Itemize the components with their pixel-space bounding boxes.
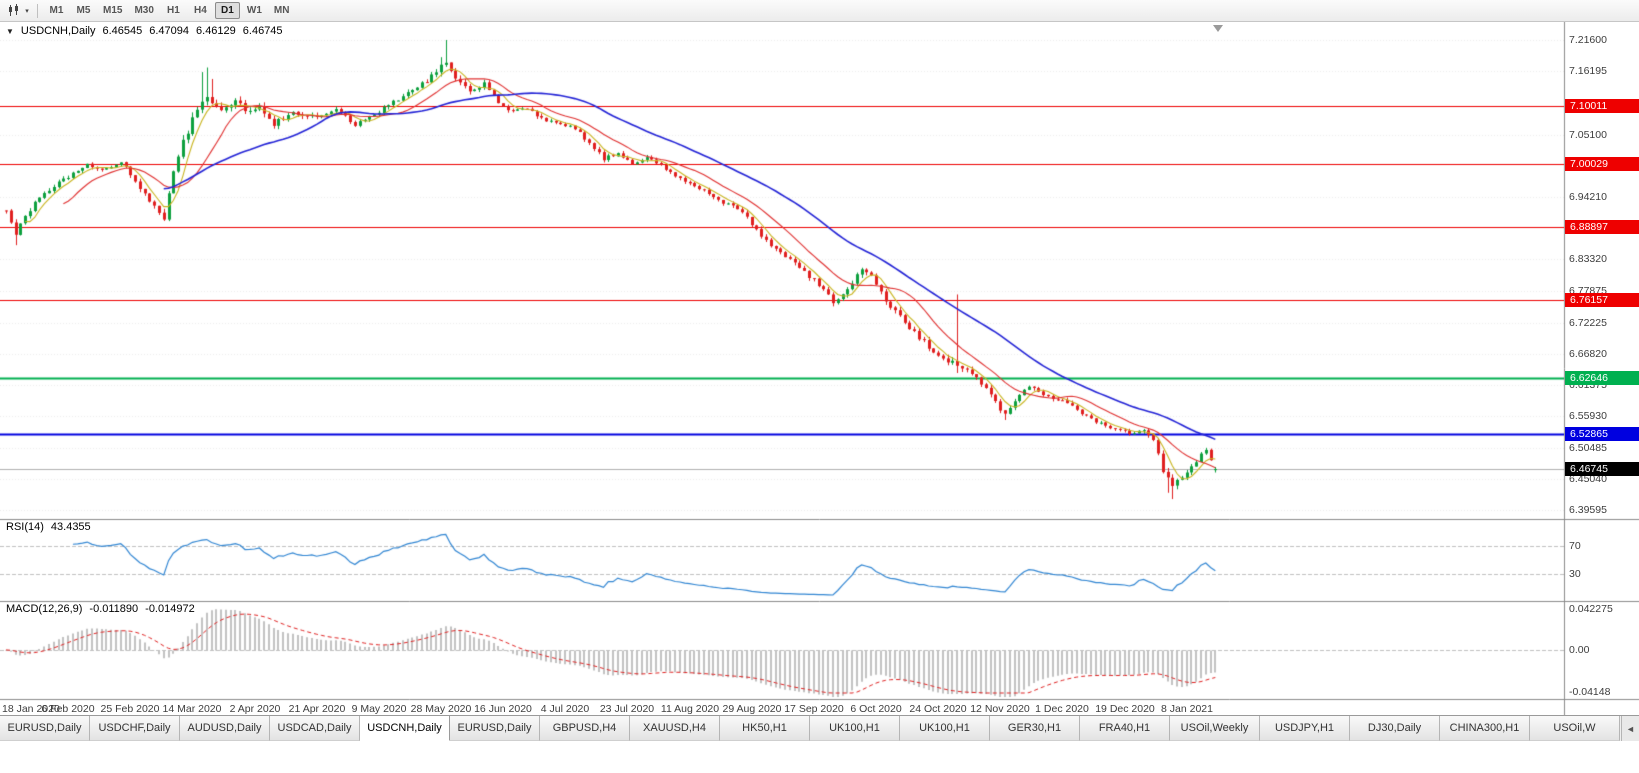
chart-tabs: EURUSD,Daily USDCHF,Daily AUDUSD,Daily USDC…	[0, 716, 1620, 741]
date-axis-label: 24 Oct 2020	[909, 703, 967, 715]
chart-tab-usdcnh-daily[interactable]: USDCNH,Daily	[360, 716, 450, 741]
one-click-trading-arrow-icon[interactable]: ▼	[6, 26, 14, 36]
rsi-title: RSI(14)	[6, 521, 44, 533]
rsi-indicator-label: RSI(14) 43.4355	[6, 521, 91, 533]
macd-indicator-label: MACD(12,26,9) -0.011890 -0.014972	[6, 603, 195, 615]
macd-scale-label: 0.00	[1569, 644, 1590, 656]
date-axis-label: 12 Nov 2020	[970, 703, 1030, 715]
date-axis-label: 25 Feb 2020	[100, 703, 160, 715]
tab-scroll-left-icon[interactable]: ◄	[1621, 716, 1639, 741]
date-axis-label: 11 Aug 2020	[660, 703, 720, 715]
chart-tab-eurusd-daily[interactable]: EURUSD,Daily	[450, 716, 540, 741]
date-axis-label: 8 Jan 2021	[1161, 703, 1213, 715]
price-scale-label: 6.94210	[1569, 191, 1607, 203]
macd-main-value: -0.011890	[89, 603, 139, 615]
timeframe-button-h4[interactable]: H4	[194, 5, 207, 16]
price-scale-label: 6.39595	[1569, 504, 1607, 516]
price-chart-canvas[interactable]	[0, 22, 1639, 715]
timeframe-button-d1[interactable]: D1	[214, 2, 240, 19]
chart-title-ohlc: ▼ USDCNH,Daily 6.46545 6.47094 6.46129 6…	[6, 25, 283, 37]
timeframe-button-m1[interactable]: M1	[49, 5, 64, 16]
date-axis-label: 14 Mar 2020	[162, 703, 222, 715]
date-axis-label: 28 May 2020	[410, 703, 472, 715]
current-price-tag: 6.46745	[1565, 462, 1639, 476]
timeframe-button-m15[interactable]: M15	[103, 5, 123, 16]
chart-tab-usdcad-daily[interactable]: USDCAD,Daily	[270, 716, 360, 741]
close-value: 6.46745	[242, 25, 283, 37]
date-axis-label: 6 Oct 2020	[850, 703, 902, 715]
hline-price-tag: 6.76157	[1565, 293, 1639, 307]
price-scale-label: 7.21600	[1569, 34, 1607, 46]
chart-tab-audusd-daily[interactable]: AUDUSD,Daily	[180, 716, 270, 741]
chart-tab-dj30-daily[interactable]: DJ30,Daily	[1350, 716, 1440, 741]
chart-type-dropdown-icon[interactable]: ▾	[25, 7, 29, 15]
rsi-value: 43.4355	[50, 521, 91, 533]
chart-tab-hk50-h1[interactable]: HK50,H1	[720, 716, 810, 741]
date-axis-label: 29 Aug 2020	[722, 703, 782, 715]
low-value: 6.46129	[196, 25, 236, 37]
timeframe-button-m30[interactable]: M30	[134, 5, 154, 16]
symbol-period-label: USDCNH,Daily	[20, 25, 96, 37]
macd-title: MACD(12,26,9)	[6, 603, 83, 615]
macd-signal-value: -0.014972	[145, 603, 195, 615]
status-bar	[0, 741, 1639, 773]
candlestick-chart-icon[interactable]	[4, 2, 22, 20]
chart-tab-gbpusd-h4[interactable]: GBPUSD,H4	[540, 716, 630, 741]
rsi-level-label: 70	[1569, 540, 1581, 552]
price-scale-label: 6.45040	[1569, 473, 1607, 485]
chart-tab-xauusd-h4[interactable]: XAUUSD,H4	[630, 716, 720, 741]
date-axis-label: 21 Apr 2020	[288, 703, 346, 715]
chart-shift-marker-icon	[1213, 25, 1223, 32]
chart-tab-eurusd-daily[interactable]: EURUSD,Daily	[0, 716, 90, 741]
hline-price-tag: 6.52865	[1565, 427, 1639, 441]
price-scale-label: 7.05100	[1569, 129, 1607, 141]
chart-tab-usdjpy-h1[interactable]: USDJPY,H1	[1260, 716, 1350, 741]
chart-tab-china300-h1[interactable]: CHINA300,H1	[1440, 716, 1530, 741]
date-axis-label: 4 Jul 2020	[540, 703, 590, 715]
price-scale-label: 6.83320	[1569, 253, 1607, 265]
macd-scale-label: 0.042275	[1569, 603, 1613, 615]
price-scale-label: 6.50485	[1569, 442, 1607, 454]
timeframe-button-mn[interactable]: MN	[273, 5, 290, 16]
date-axis-label: 2 Apr 2020	[229, 703, 281, 715]
open-value: 6.46545	[102, 25, 143, 37]
date-axis-label: 6 Feb 2020	[41, 703, 95, 715]
price-scale-label: 6.66820	[1569, 348, 1607, 360]
chart-tab-fra40-h1[interactable]: FRA40,H1	[1080, 716, 1170, 741]
chart-tab-usdchf-daily[interactable]: USDCHF,Daily	[90, 716, 180, 741]
macd-scale-label: -0.04148	[1569, 686, 1611, 698]
price-scale-label: 7.16195	[1569, 65, 1607, 77]
chart-tab-usoil-w[interactable]: USOil,W	[1530, 716, 1620, 741]
chart-tab-uk100-h1[interactable]: UK100,H1	[810, 716, 900, 741]
date-axis-label: 23 Jul 2020	[599, 703, 655, 715]
price-scale-label: 6.55930	[1569, 410, 1607, 422]
date-axis-label: 9 May 2020	[351, 703, 407, 715]
price-scale-label: 6.72225	[1569, 317, 1607, 329]
date-axis-label: 18 Jan 2020	[2, 703, 60, 715]
rsi-level-label: 30	[1569, 568, 1581, 580]
hline-price-tag: 6.88897	[1565, 220, 1639, 234]
timeframe-button-h1[interactable]: H1	[167, 5, 180, 16]
high-value: 6.47094	[149, 25, 190, 37]
chart-window: ▼ USDCNH,Daily 6.46545 6.47094 6.46129 6…	[0, 22, 1639, 715]
timeframe-button-w1[interactable]: W1	[246, 5, 262, 16]
hline-price-tag: 7.10011	[1565, 99, 1639, 113]
date-axis-label: 16 Jun 2020	[474, 703, 532, 715]
hline-price-tag: 6.62646	[1565, 371, 1639, 385]
timeframe-buttons-group: M1 M5 M15 M30 H1 H4 D1 W1 MN	[43, 2, 295, 19]
chart-tab-ger30-h1[interactable]: GER30,H1	[990, 716, 1080, 741]
chart-tab-usoil-weekly[interactable]: USOil,Weekly	[1170, 716, 1260, 741]
hline-price-tag: 7.00029	[1565, 157, 1639, 171]
chart-tab-uk100-h1[interactable]: UK100,H1	[900, 716, 990, 741]
chart-tabbar: EURUSD,Daily USDCHF,Daily AUDUSD,Daily USDC…	[0, 715, 1639, 741]
date-axis-label: 17 Sep 2020	[784, 703, 844, 715]
date-axis-label: 1 Dec 2020	[1035, 703, 1089, 715]
date-axis-label: 19 Dec 2020	[1095, 703, 1155, 715]
timeframe-toolbar: ▾ M1 M5 M15 M30 H1 H4 D1 W1 MN	[0, 0, 1639, 22]
timeframe-button-m5[interactable]: M5	[76, 5, 91, 16]
toolbar-separator	[37, 3, 38, 18]
